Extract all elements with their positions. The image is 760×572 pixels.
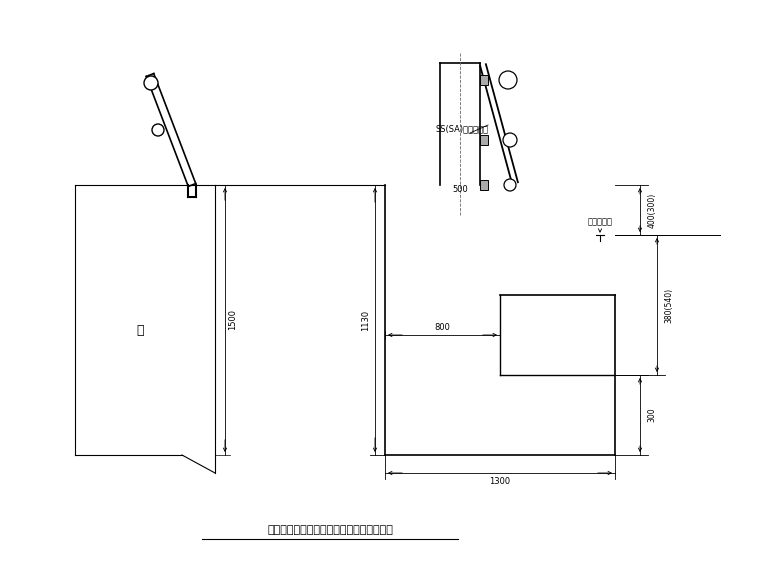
Circle shape [504, 179, 516, 191]
Text: 1130: 1130 [362, 309, 371, 331]
Text: 挡墙上为人行道栏杆和防撞栏杆结构示意图: 挡墙上为人行道栏杆和防撞栏杆结构示意图 [267, 525, 393, 535]
Text: 400(300): 400(300) [648, 192, 657, 228]
Text: 380(540): 380(540) [664, 288, 673, 323]
Text: 300: 300 [648, 408, 657, 422]
Text: 1300: 1300 [489, 476, 511, 486]
Circle shape [144, 76, 158, 90]
Bar [480, 135, 488, 145]
Text: 1500: 1500 [229, 309, 237, 331]
Bar [480, 75, 488, 85]
Circle shape [152, 124, 164, 136]
Text: 500: 500 [452, 185, 468, 194]
Text: 800: 800 [435, 323, 451, 332]
Bar [480, 180, 488, 190]
Circle shape [499, 71, 517, 89]
Circle shape [503, 133, 517, 147]
Text: 墙: 墙 [136, 324, 144, 336]
Text: 车行道标高: 车行道标高 [587, 217, 613, 227]
Text: SS(SA)级防撞护栏: SS(SA)级防撞护栏 [435, 125, 488, 133]
